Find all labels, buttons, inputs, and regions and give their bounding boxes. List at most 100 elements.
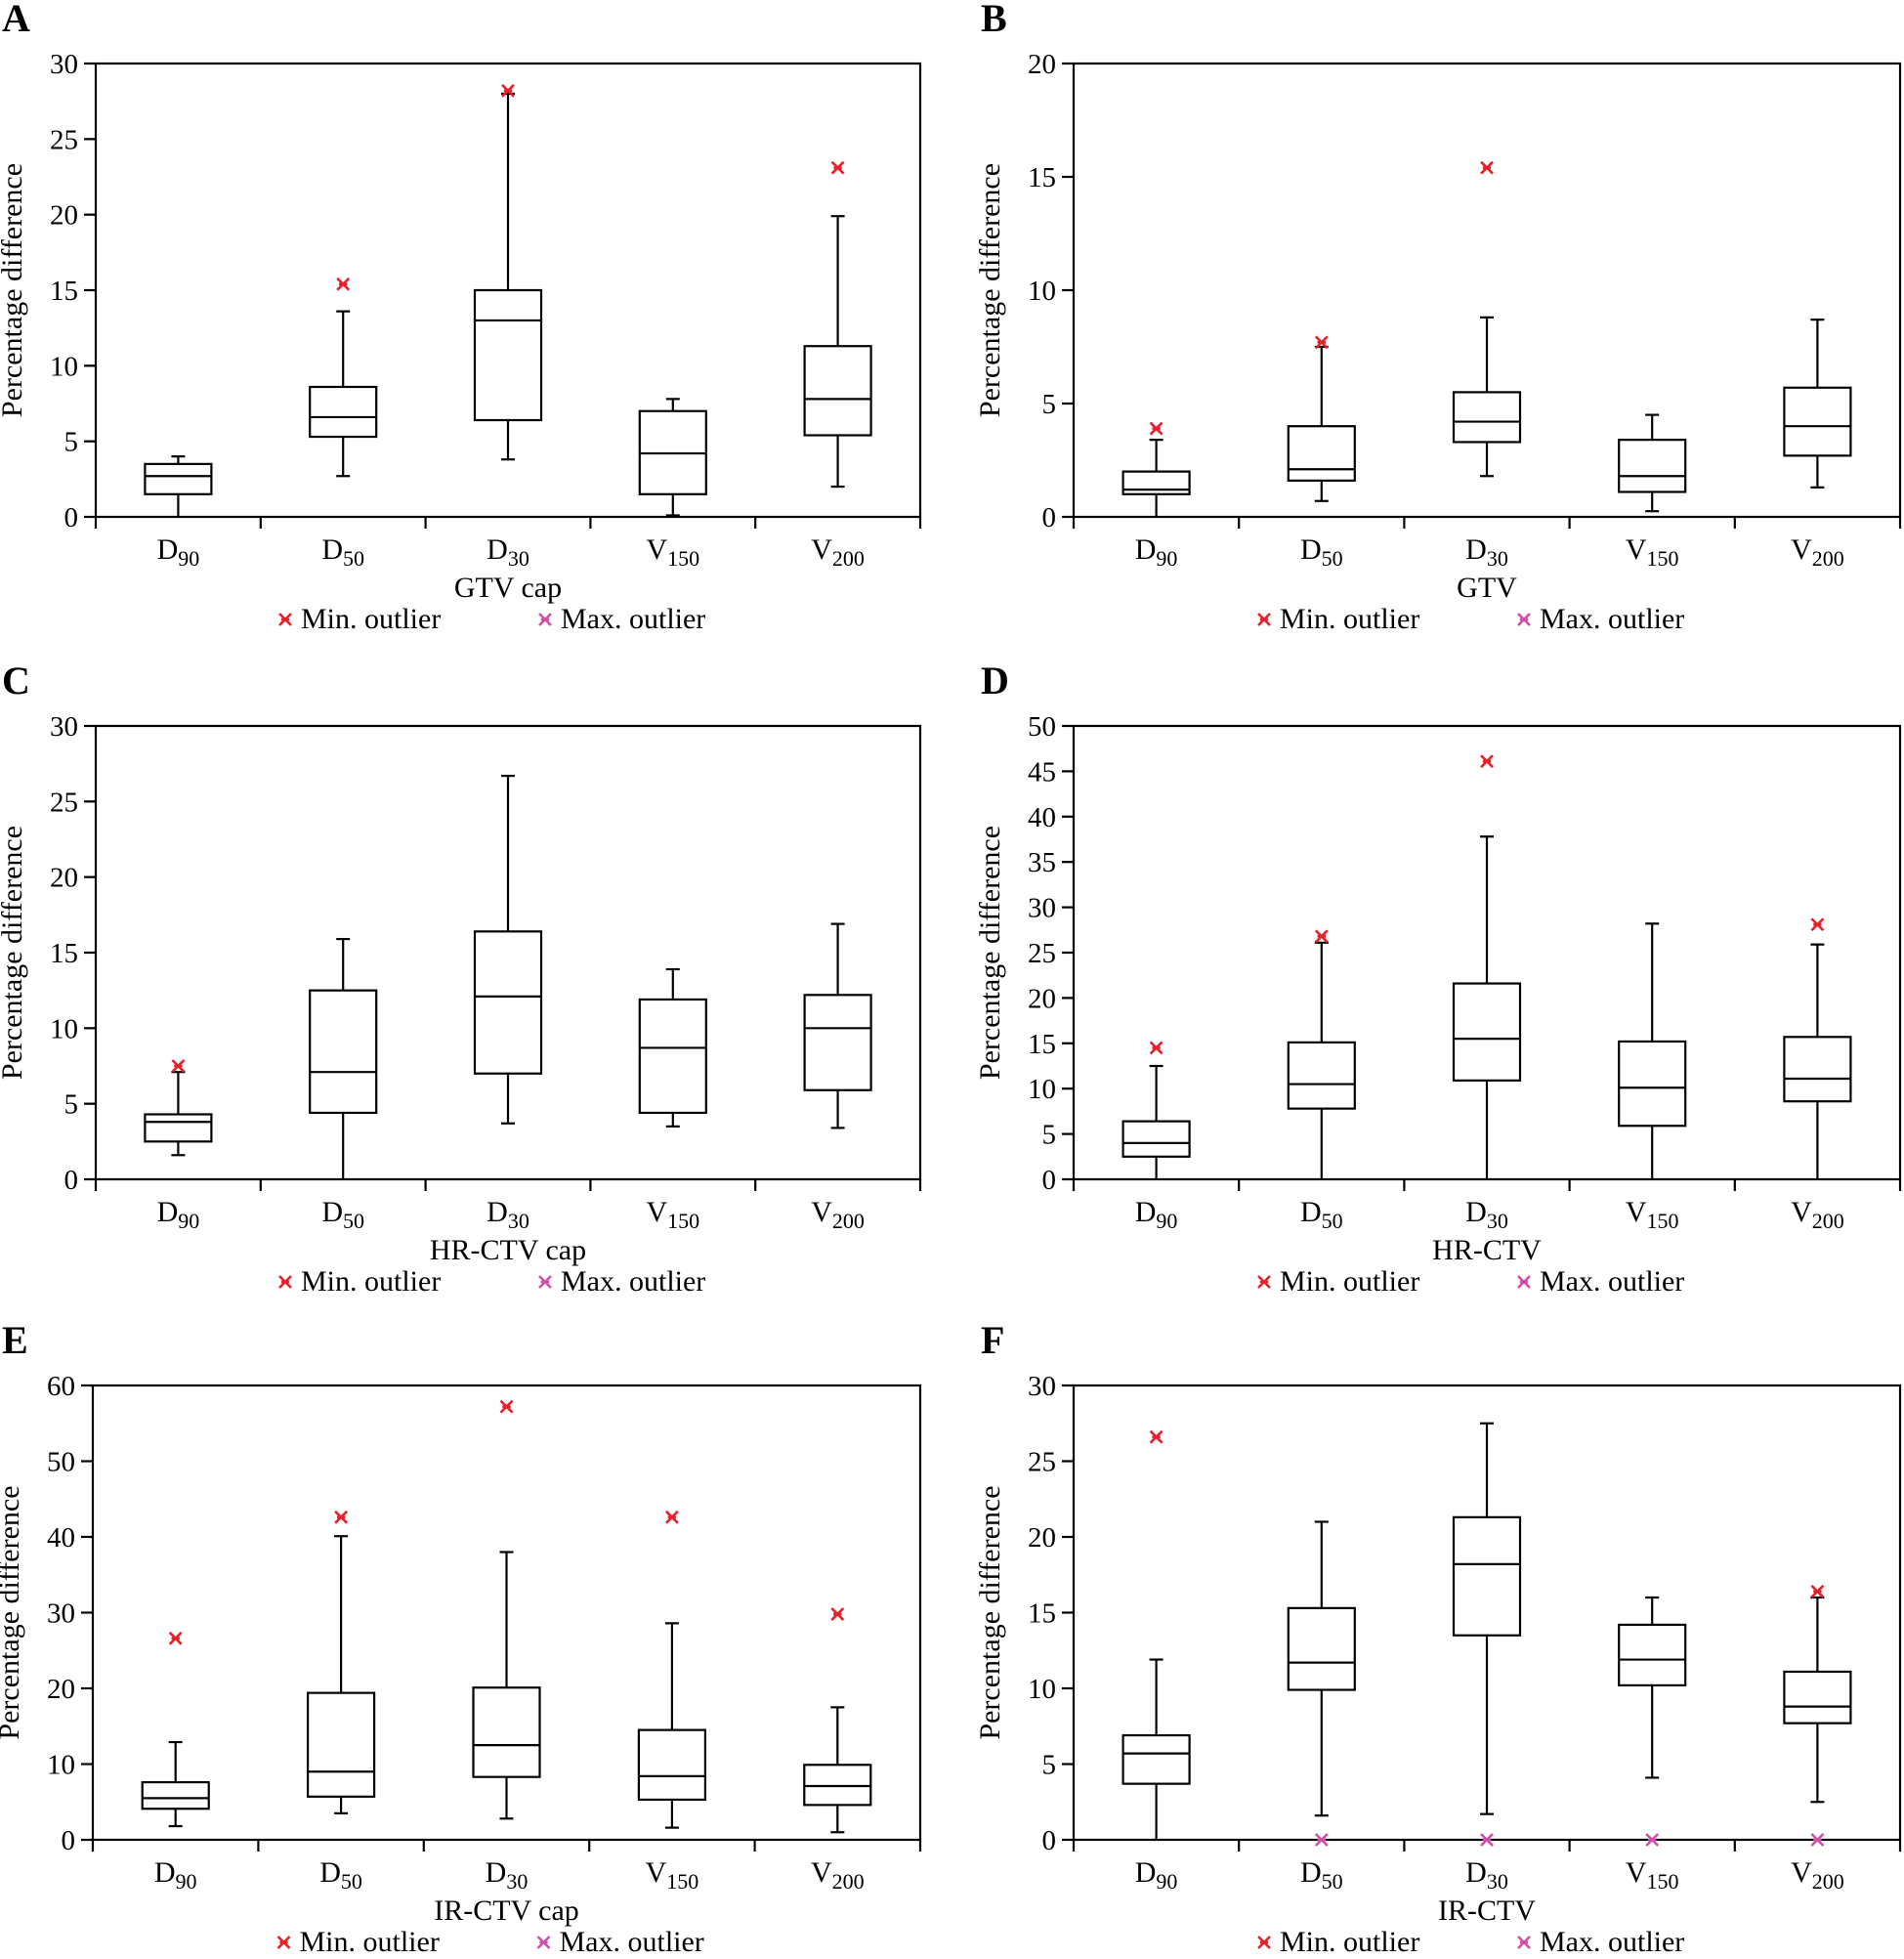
- y-axis-title: Percentage difference: [0, 1485, 25, 1739]
- iqr-box: [473, 930, 543, 1075]
- y-axis-title: Percentage difference: [974, 163, 1006, 417]
- min-outlier-marker: [501, 83, 515, 98]
- y-tick-label: 10: [1028, 1074, 1056, 1105]
- y-tick-label: 5: [64, 427, 79, 458]
- min-outlier-marker: [830, 1607, 845, 1621]
- x-tick-label: V200: [811, 1856, 865, 1894]
- box-d90: [144, 1071, 213, 1157]
- box-d90: [1121, 439, 1191, 517]
- iqr-box: [472, 1686, 541, 1778]
- iqr-box: [1121, 1733, 1191, 1785]
- x-tick-label: D30: [1465, 533, 1508, 571]
- min-outlier-marker: [1314, 929, 1329, 944]
- y-tick-label: 25: [50, 787, 78, 818]
- legend-max-outlier-label: Max. outlier: [561, 1265, 705, 1298]
- box-d90: [144, 455, 213, 517]
- box-v200: [803, 215, 872, 489]
- y-tick-label: 25: [1028, 938, 1056, 969]
- legend-max-outlier-icon: [1517, 1275, 1531, 1289]
- box-d90: [141, 1740, 210, 1828]
- x-tick-label: V150: [646, 1196, 699, 1233]
- iqr-box: [1287, 1041, 1356, 1110]
- y-tick-label: 45: [1028, 756, 1056, 788]
- box-v150: [638, 967, 707, 1128]
- min-outlier-marker: [1810, 917, 1825, 932]
- box-v150: [1618, 1596, 1687, 1779]
- y-tick-label: 0: [1042, 1825, 1057, 1856]
- iqr-box: [309, 989, 378, 1115]
- legend-max-outlier-label: Max. outlier: [1540, 603, 1684, 635]
- x-tick-label: V200: [811, 1196, 865, 1233]
- box-v200: [1783, 319, 1852, 489]
- min-outlier-marker: [664, 1510, 679, 1524]
- min-outlier-marker: [171, 1059, 186, 1073]
- x-tick-label: V150: [646, 1856, 699, 1894]
- legend-min-outlier-icon: [278, 613, 292, 626]
- y-tick-label: 5: [64, 1089, 79, 1121]
- box-d30: [1452, 835, 1522, 1179]
- min-outlier-marker: [168, 1631, 183, 1645]
- y-tick-label: 10: [47, 1750, 75, 1781]
- y-tick-label: 30: [1028, 1371, 1056, 1402]
- box-d30: [1452, 1422, 1522, 1815]
- panel-letter: F: [981, 1318, 1004, 1362]
- iqr-box: [1783, 1670, 1852, 1725]
- chart-panel-e: E 0 10 20 30 40 50 60 D90 D50 D30 V150 V200 IR-CTV ca…: [0, 1318, 922, 1958]
- chart-panel-b: B 0 5 10 15 20 D90 D50 D30 V150 V200 GTV Percentage …: [974, 0, 1902, 635]
- y-tick-label: 30: [1028, 893, 1056, 924]
- x-tick-label: V150: [646, 533, 699, 571]
- x-axis-title: GTV cap: [454, 572, 562, 604]
- iqr-box: [144, 462, 213, 495]
- box-d30: [1452, 316, 1522, 478]
- min-outlier-marker: [336, 277, 351, 291]
- legend: Min. outlier Max. outlier: [1257, 1265, 1684, 1298]
- y-tick-label: 60: [47, 1371, 75, 1402]
- x-tick-label: D50: [319, 1856, 362, 1894]
- x-tick-label: D30: [1465, 1856, 1508, 1894]
- iqr-box: [1618, 439, 1687, 493]
- min-outlier-marker: [1810, 1584, 1825, 1598]
- y-tick-label: 15: [1028, 1598, 1056, 1630]
- min-outlier-marker: [1149, 1429, 1164, 1444]
- legend-min-outlier-icon: [1257, 1275, 1271, 1289]
- x-tick-label: D50: [321, 533, 364, 571]
- iqr-box: [803, 1764, 872, 1807]
- y-tick-label: 20: [50, 863, 78, 894]
- max-outlier-marker: [1645, 1833, 1660, 1847]
- min-outlier-marker: [334, 1510, 349, 1524]
- max-outlier-marker: [1810, 1833, 1825, 1847]
- y-tick-label: 5: [1042, 1750, 1057, 1781]
- box-v150: [1618, 922, 1687, 1179]
- y-tick-label: 50: [1028, 711, 1056, 743]
- panel-letter: B: [981, 0, 1007, 40]
- y-tick-label: 0: [62, 1825, 76, 1856]
- box-d30: [472, 1551, 541, 1820]
- panel-letter: A: [2, 0, 30, 40]
- x-tick-label: D90: [157, 533, 200, 571]
- iqr-box: [144, 1113, 213, 1143]
- iqr-box: [637, 1728, 707, 1802]
- x-tick-label: V150: [1626, 1196, 1679, 1233]
- legend-max-outlier-icon: [538, 613, 552, 626]
- y-tick-label: 15: [50, 276, 78, 307]
- legend-max-outlier-label: Max. outlier: [561, 603, 705, 635]
- y-tick-label: 10: [1028, 1674, 1056, 1705]
- min-outlier-marker: [830, 160, 845, 175]
- chart-panel-a: A 0 5 10 15 20 25 30 D90 D50 D30 V150 V200 GTV cap Per…: [0, 0, 922, 635]
- legend-max-outlier-icon: [1517, 613, 1531, 626]
- y-tick-label: 5: [1042, 389, 1057, 420]
- y-tick-label: 40: [47, 1522, 75, 1554]
- y-tick-label: 40: [1028, 802, 1056, 833]
- y-tick-label: 20: [50, 200, 78, 232]
- box-v200: [1783, 1596, 1852, 1804]
- y-tick-label: 15: [1028, 162, 1056, 193]
- box-d50: [1287, 1520, 1356, 1817]
- iqr-box: [307, 1691, 376, 1798]
- legend: Min. outlier Max. outlier: [278, 603, 705, 635]
- iqr-box: [1452, 982, 1522, 1082]
- max-outlier-marker: [1480, 1833, 1494, 1847]
- x-tick-label: V200: [1791, 1856, 1844, 1894]
- iqr-box: [1452, 391, 1522, 444]
- legend-min-outlier-icon: [1257, 1936, 1271, 1949]
- box-v150: [637, 1622, 707, 1829]
